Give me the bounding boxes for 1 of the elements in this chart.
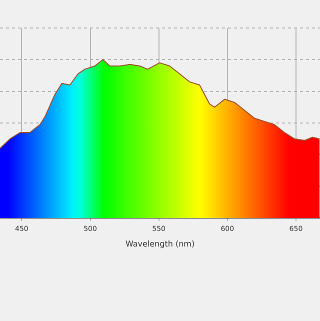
x-axis-title: Wavelength (nm) bbox=[125, 239, 195, 248]
